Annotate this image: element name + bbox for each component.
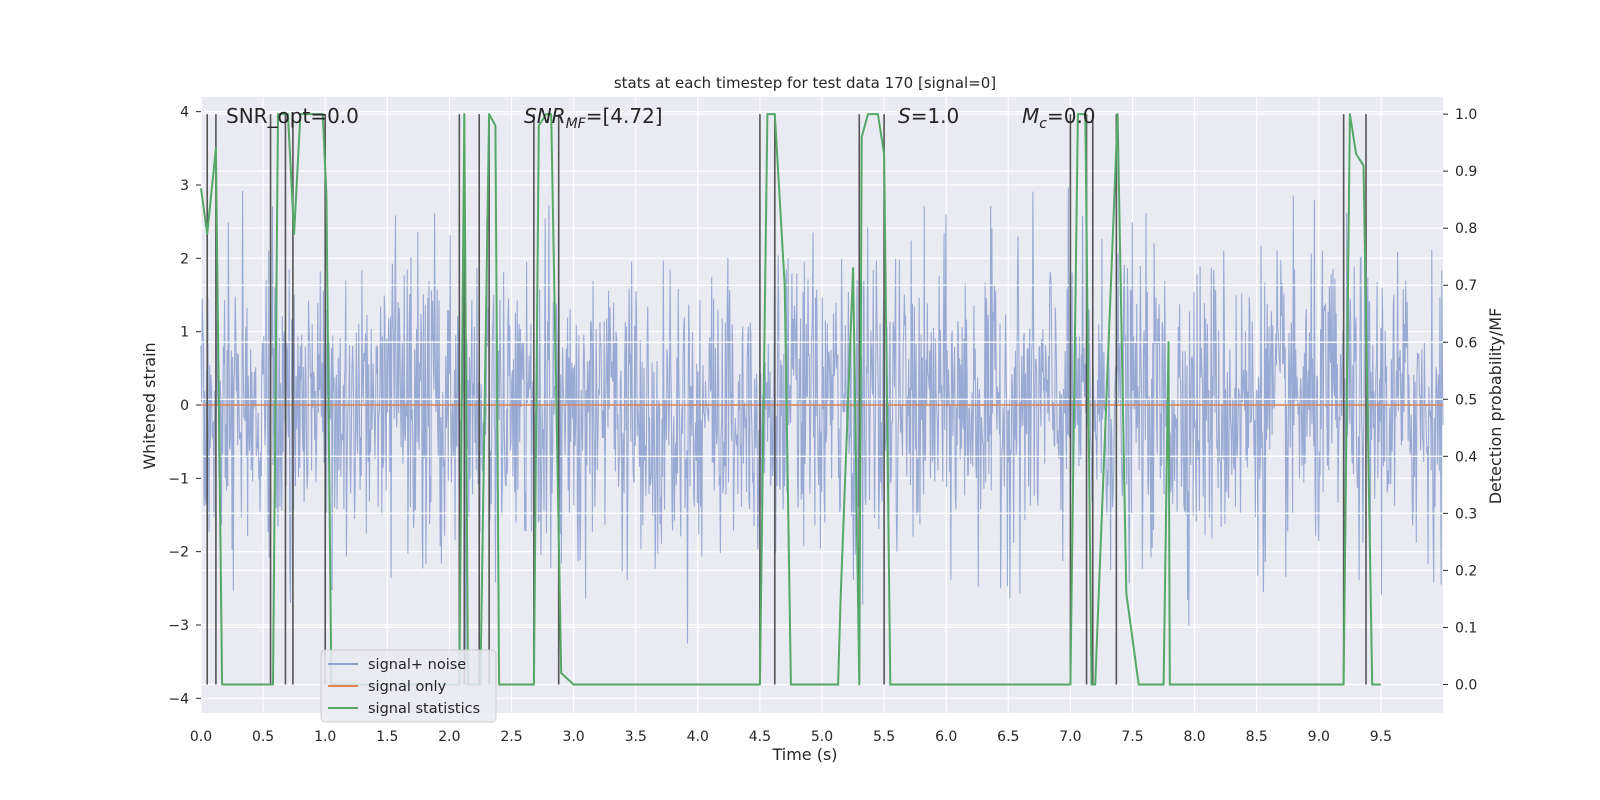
y-tick-label-right: 0.8 [1455, 221, 1477, 237]
y-tick-label-left: 2 [180, 251, 189, 267]
annotations: SNR_opt=0.0 SNRMF=[4.72] S=1.0 Mc=0.0 [226, 104, 1096, 132]
annotation-s-value: S=1.0 [898, 104, 959, 128]
y-tick-label-left: −3 [168, 618, 189, 634]
chart-title: stats at each timestep for test data 170… [614, 74, 996, 92]
legend-box [320, 649, 497, 723]
x-tick-label: 0.5 [252, 729, 274, 745]
x-tick-label: 7.5 [1121, 729, 1143, 745]
annotation-s-main: S [898, 104, 911, 128]
series-line-signal-statistics [200, 113, 1381, 686]
x-tick-label: 8.0 [1183, 729, 1205, 745]
x-tick-label: 8.5 [1246, 729, 1268, 745]
y-tick-label-right: 0.0 [1455, 677, 1477, 693]
y-tick-label-left: 4 [180, 105, 189, 121]
annotation-mc-value: Mc=0.0 [1022, 104, 1096, 132]
y-tick-label-right: 0.3 [1455, 506, 1477, 522]
annotation-snr-mf-tail: =[4.72] [586, 104, 663, 128]
annotation-s-tail: =1.0 [911, 104, 960, 128]
y-tick-label-right: 0.9 [1455, 164, 1477, 180]
x-tick-label: 3.0 [562, 729, 584, 745]
annotation-snr-mf-sub: MF [566, 116, 587, 132]
x-tick-label: 0.0 [190, 729, 212, 745]
series-line-signal-noise [200, 187, 1444, 665]
annotation-snr-mf: SNRMF=[4.72] [524, 104, 663, 132]
y-axis-ticks-right: 0.0 0.1 0.2 0.3 0.4 0.5 0.6 0.7 0.8 0.9 1.0 [1443, 107, 1477, 693]
x-tick-label: 5.0 [811, 729, 833, 745]
x-axis-label: Time (s) [771, 745, 837, 764]
y-tick-label-left: 3 [180, 178, 189, 194]
y-tick-label-left: −2 [168, 545, 189, 561]
y-tick-label-right: 0.1 [1455, 620, 1477, 636]
y-axis-label-right: Detection probability/MF [1486, 308, 1505, 505]
annotation-snr-mf-main: SNR [524, 104, 566, 128]
annotation-mc-tail: =0.0 [1047, 104, 1096, 128]
x-tick-label: 2.5 [500, 729, 522, 745]
annotation-snr-opt: SNR_opt=0.0 [226, 104, 359, 128]
y-tick-label-right: 0.7 [1455, 278, 1477, 294]
y-tick-label-right: 0.6 [1455, 335, 1477, 351]
y-axis-ticks-left: −4 −3 −2 −1 0 1 2 3 4 [168, 105, 201, 707]
x-tick-label: 4.5 [749, 729, 771, 745]
plot-area [200, 97, 1444, 713]
x-tick-label: 2.0 [438, 729, 460, 745]
x-tick-label: 9.0 [1308, 729, 1330, 745]
x-tick-label: 5.5 [873, 729, 895, 745]
y-tick-label-right: 0.4 [1455, 449, 1477, 465]
x-tick-label: 6.0 [935, 729, 957, 745]
x-tick-label: 6.5 [997, 729, 1019, 745]
y-tick-label-right: 0.5 [1455, 392, 1477, 408]
legend-label-noise: signal+ noise [368, 657, 466, 673]
x-tick-label: 9.5 [1370, 729, 1392, 745]
y-tick-label-left: 1 [180, 325, 189, 341]
y-tick-label-left: −4 [168, 691, 189, 707]
legend-label-signal: signal only [368, 679, 447, 695]
annotation-mc-main: M [1022, 104, 1039, 128]
legend-label-statistics: signal statistics [368, 701, 480, 717]
x-tick-label: 3.5 [625, 729, 647, 745]
annotation-mc-sub: c [1039, 116, 1047, 132]
y-axis-label-left: Whitened strain [140, 342, 159, 469]
x-tick-label: 7.0 [1059, 729, 1081, 745]
y-tick-label-left: 0 [180, 398, 189, 414]
x-tick-label: 4.0 [687, 729, 709, 745]
y-tick-label-right: 0.2 [1455, 563, 1477, 579]
legend: signal+ noise signal only signal statist… [320, 649, 497, 723]
x-tick-label: 1.5 [376, 729, 398, 745]
y-tick-label-left: −1 [168, 471, 189, 487]
x-tick-label: 1.0 [314, 729, 336, 745]
y-tick-label-right: 1.0 [1455, 107, 1477, 123]
x-axis-ticks: 0.0 0.5 1.0 1.5 2.0 2.5 3.0 3.5 4.0 4.5 5.0 5.5 6.0 6… [190, 729, 1392, 745]
